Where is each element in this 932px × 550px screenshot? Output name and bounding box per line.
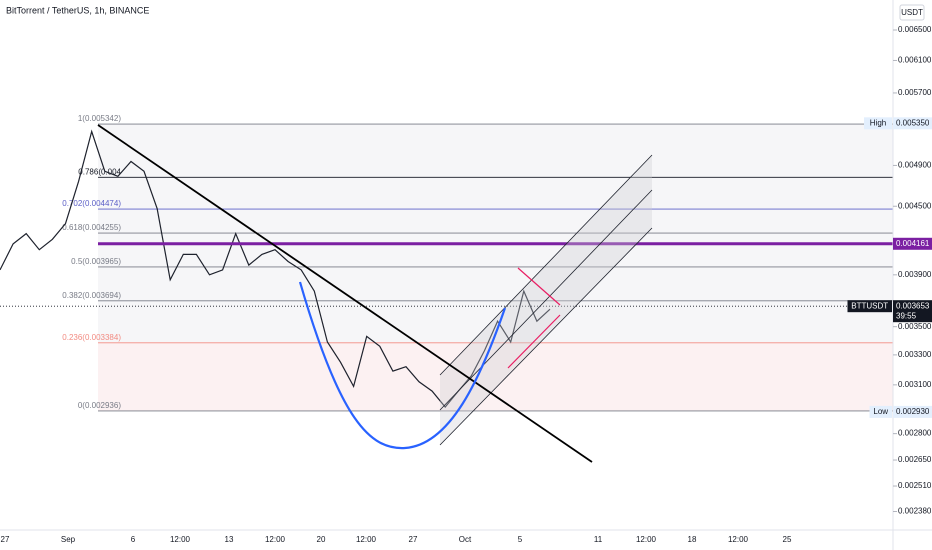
trend-line	[97, 124, 593, 463]
x-tick-label: 12:00	[728, 535, 749, 544]
y-tick-label: 0.003500	[898, 322, 932, 331]
fib-band-low	[98, 342, 893, 411]
x-tick-label: 25	[783, 535, 792, 544]
y-tick-label: 0.003300	[898, 350, 932, 359]
y-tick-label: 0.005700	[898, 88, 932, 97]
price-tag-box	[893, 237, 932, 250]
x-tick-label: Oct	[459, 535, 472, 544]
x-tick-label: 6	[131, 535, 136, 544]
fib-label: 0.236(0.003384)	[62, 333, 121, 342]
y-tick-label: 0.006100	[898, 56, 932, 65]
x-tick-label: Sep	[61, 535, 76, 544]
cup-curve	[298, 281, 507, 450]
x-tick-label: 27	[409, 535, 418, 544]
fib-label: 0.618(0.004255)	[62, 223, 121, 232]
price-tag-value: 0.004161	[896, 239, 930, 248]
fib-label: 1(0.005342)	[78, 114, 121, 123]
price-tag-name: Low	[873, 407, 888, 416]
fib-label: 0.5(0.003965)	[71, 257, 121, 266]
x-tick-label: 12:00	[265, 535, 286, 544]
y-tick-label: 0.004900	[898, 161, 932, 170]
fib-label: 0.702(0.004474)	[62, 199, 121, 208]
fib-label: 0(0.002936)	[78, 401, 121, 410]
price-tag-value: 0.005350	[896, 118, 930, 127]
y-tick-label: 0.003900	[898, 270, 932, 279]
currency-button-label[interactable]: USDT	[901, 8, 923, 17]
price-tag-box	[893, 300, 932, 323]
y-tick-label: 0.002800	[898, 429, 932, 438]
x-tick-label: 5	[518, 535, 523, 544]
price-tag-name-box	[864, 117, 892, 130]
price-tag-countdown: 39:55	[896, 311, 917, 320]
x-tick-label: 12:00	[170, 535, 191, 544]
x-tick-label: 12:00	[356, 535, 377, 544]
fib-label: 0.786(0.004	[78, 167, 121, 176]
channel-line	[439, 189, 653, 411]
y-tick-label: 0.002380	[898, 507, 932, 516]
y-tick-label: 0.003100	[898, 380, 932, 389]
y-tick-label: 0.004500	[898, 201, 932, 210]
x-tick-label: 11	[594, 535, 603, 544]
plot-area: 1(0.005342) 0.786(0.004 0.702(0.004474) 0.6…	[0, 114, 893, 412]
y-tick-label: 0.002510	[898, 481, 932, 490]
x-tick-label: 18	[688, 535, 697, 544]
price-tag-name-box	[869, 405, 892, 418]
price-tag-box	[893, 405, 932, 418]
y-tick-label: 0.002650	[898, 455, 932, 464]
price-tag-name-box	[847, 300, 892, 313]
price-tag-name: BTTUSDT	[851, 301, 888, 310]
channel-line	[439, 227, 653, 446]
y-tick-label: 0.006500	[898, 25, 932, 34]
triangle-line	[517, 267, 561, 306]
fib-label: 0.382(0.003694)	[62, 291, 121, 300]
x-tick-label: 12:00	[636, 535, 657, 544]
triangle-line	[507, 314, 561, 369]
chart-title: BitTorrent / TetherUS, 1h, BINANCE	[6, 5, 149, 15]
x-tick-label: 27	[1, 535, 10, 544]
price-tag-value: 0.003653	[896, 301, 930, 310]
price-tag-name: High	[870, 118, 886, 127]
x-tick-label: 13	[225, 535, 234, 544]
price-tag-box	[893, 117, 932, 130]
price-tag-value: 0.002930	[896, 407, 930, 416]
currency-button[interactable]	[899, 4, 925, 21]
x-tick-label: 20	[317, 535, 326, 544]
channel-line	[439, 154, 653, 376]
